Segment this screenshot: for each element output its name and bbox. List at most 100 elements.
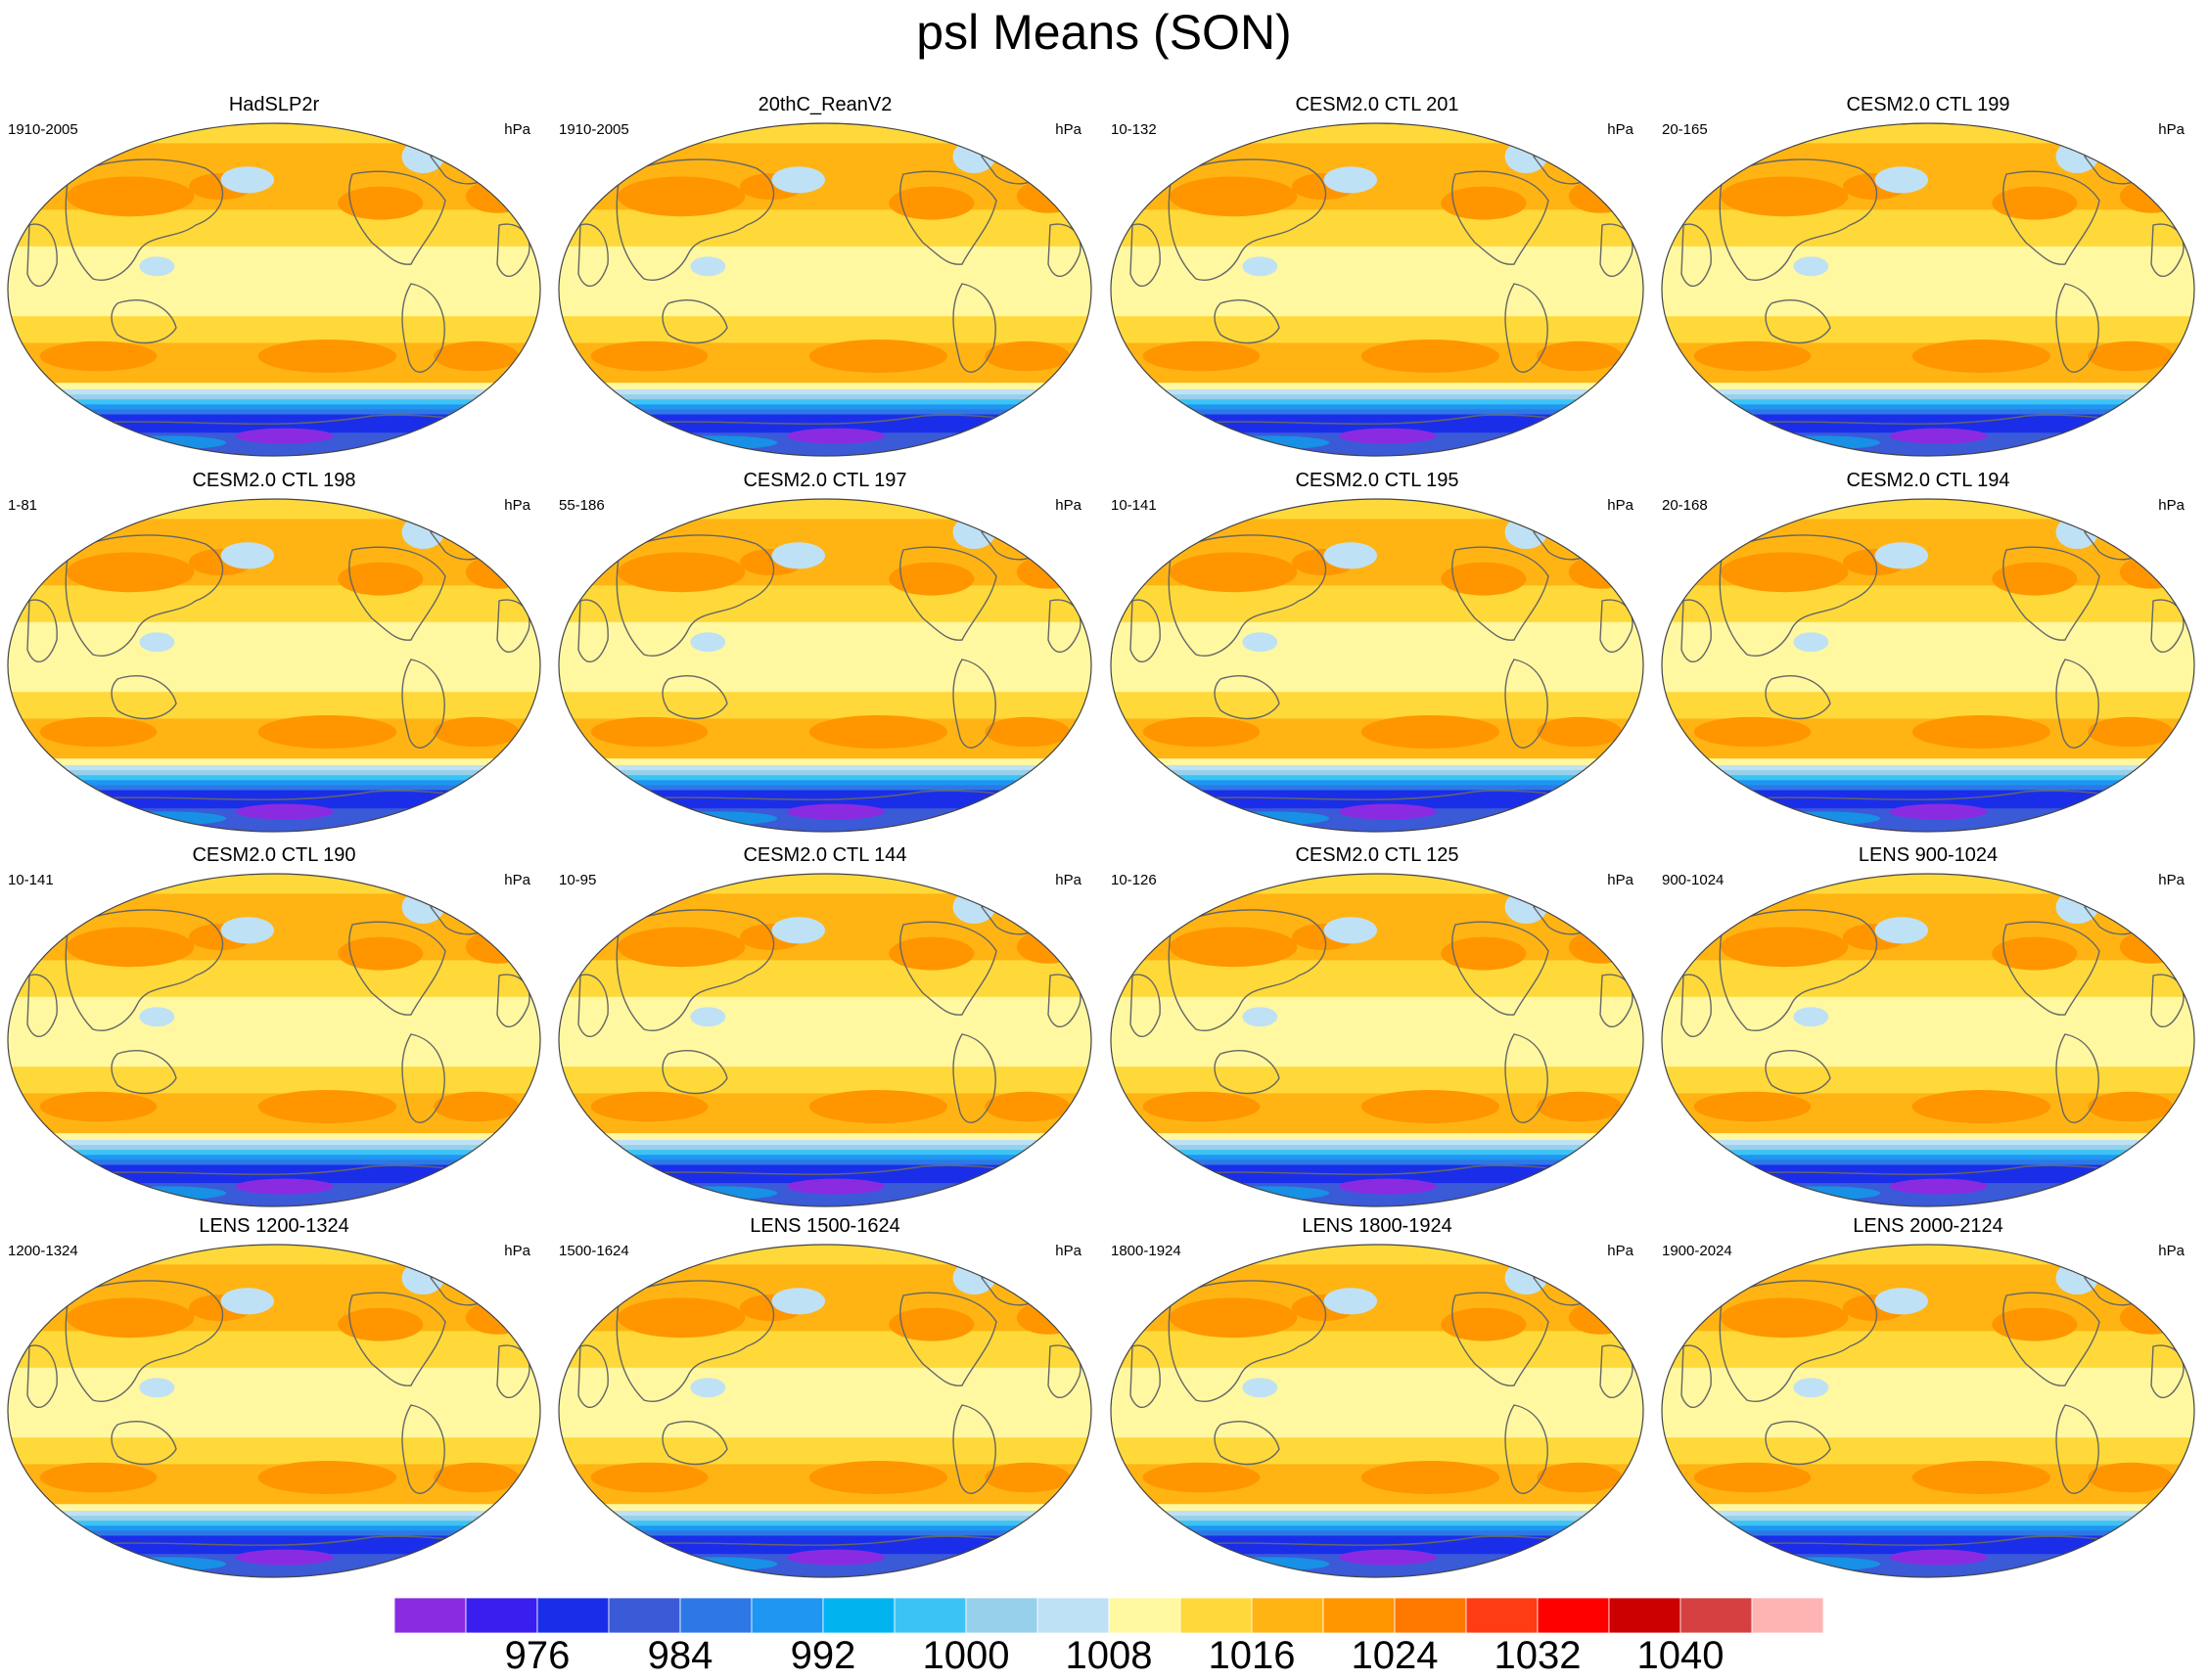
panel-units: hPa — [1607, 1243, 1633, 1259]
psl-map — [1661, 1244, 2195, 1578]
panel-title: CESM2.0 CTL 125 — [1295, 844, 1459, 866]
panel-years: 10-141 — [8, 872, 54, 888]
panel-title: LENS 2000-2124 — [1853, 1215, 2003, 1237]
colorbar — [394, 1598, 1823, 1633]
panel-units: hPa — [504, 1243, 530, 1259]
panel-title: CESM2.0 CTL 199 — [1846, 94, 2010, 115]
panel-title: CESM2.0 CTL 198 — [192, 470, 356, 491]
psl-map — [1661, 122, 2195, 457]
panel-title: CESM2.0 CTL 195 — [1295, 470, 1459, 491]
panel-title: CESM2.0 CTL 144 — [743, 844, 907, 866]
colorbar-tick-label: 1024 — [1351, 1634, 1439, 1677]
panel-years: 1910-2005 — [8, 121, 78, 138]
psl-map — [558, 873, 1092, 1207]
map-panel: LENS 1200-1324 1200-1324 hPa — [0, 1215, 548, 1585]
colorbar-tick-label: 1008 — [1065, 1634, 1153, 1677]
colorbar-tick-label: 1040 — [1636, 1634, 1725, 1677]
panel-years: 55-186 — [559, 497, 605, 514]
panel-years: 10-141 — [1111, 497, 1157, 514]
psl-map — [7, 873, 541, 1207]
colorbar-swatch — [536, 1598, 610, 1633]
colorbar-tick-label: 1016 — [1208, 1634, 1296, 1677]
colorbar-swatch — [751, 1598, 824, 1633]
panel-title: LENS 1200-1324 — [199, 1215, 349, 1237]
map-panel: CESM2.0 CTL 190 10-141 hPa — [0, 844, 548, 1214]
psl-map — [558, 122, 1092, 457]
panel-units: hPa — [504, 872, 530, 888]
panel-units: hPa — [2158, 872, 2185, 888]
colorbar-tick-label: 976 — [504, 1634, 571, 1677]
map-panel: LENS 900-1024 900-1024 hPa — [1654, 844, 2202, 1214]
colorbar-swatch — [1751, 1598, 1823, 1633]
map-panel: CESM2.0 CTL 195 10-141 hPa — [1103, 470, 1651, 840]
psl-map — [1661, 498, 2195, 833]
panel-units: hPa — [504, 121, 530, 138]
colorbar-tick-label: 1032 — [1494, 1634, 1582, 1677]
panel-title: LENS 1800-1924 — [1302, 1215, 1452, 1237]
map-panel: CESM2.0 CTL 201 10-132 hPa — [1103, 94, 1651, 464]
panel-years: 20-165 — [1662, 121, 1708, 138]
colorbar-swatch — [1036, 1598, 1110, 1633]
colorbar-tick-label: 992 — [790, 1634, 856, 1677]
panel-years: 1-81 — [8, 497, 38, 514]
panel-units: hPa — [1607, 497, 1633, 514]
panel-years: 900-1024 — [1662, 872, 1725, 888]
map-panel: LENS 1800-1924 1800-1924 hPa — [1103, 1215, 1651, 1585]
colorbar-tick-label: 984 — [647, 1634, 713, 1677]
colorbar-swatch — [894, 1598, 967, 1633]
map-panel: LENS 2000-2124 1900-2024 hPa — [1654, 1215, 2202, 1585]
panel-years: 1500-1624 — [559, 1243, 629, 1259]
panel-title: CESM2.0 CTL 201 — [1295, 94, 1459, 115]
colorbar-swatch — [1608, 1598, 1681, 1633]
colorbar-swatch — [608, 1598, 681, 1633]
panel-years: 20-168 — [1662, 497, 1708, 514]
colorbar-swatch — [1108, 1598, 1181, 1633]
colorbar-swatch — [679, 1598, 753, 1633]
psl-map — [7, 122, 541, 457]
panel-title: LENS 1500-1624 — [750, 1215, 900, 1237]
psl-map — [1110, 873, 1644, 1207]
panel-title: CESM2.0 CTL 190 — [192, 844, 356, 866]
panel-units: hPa — [1055, 497, 1081, 514]
panel-years: 1800-1924 — [1111, 1243, 1181, 1259]
psl-map — [1661, 873, 2195, 1207]
colorbar-swatch — [822, 1598, 896, 1633]
panel-years: 1200-1324 — [8, 1243, 78, 1259]
colorbar-swatch — [965, 1598, 1038, 1633]
psl-map — [1110, 122, 1644, 457]
psl-map — [558, 498, 1092, 833]
colorbar-swatch — [1179, 1598, 1253, 1633]
map-panel: CESM2.0 CTL 199 20-165 hPa — [1654, 94, 2202, 464]
colorbar-swatch — [1465, 1598, 1539, 1633]
map-panel: CESM2.0 CTL 194 20-168 hPa — [1654, 470, 2202, 840]
panel-units: hPa — [1607, 872, 1633, 888]
map-panel: 20thC_ReanV2 1910-2005 hPa — [551, 94, 1099, 464]
panel-years: 1910-2005 — [559, 121, 629, 138]
panel-years: 10-95 — [559, 872, 597, 888]
panel-title: LENS 900-1024 — [1858, 844, 1999, 866]
panel-units: hPa — [1055, 872, 1081, 888]
colorbar-swatch — [1537, 1598, 1610, 1633]
panel-units: hPa — [2158, 497, 2185, 514]
map-panel: LENS 1500-1624 1500-1624 hPa — [551, 1215, 1099, 1585]
map-panel: CESM2.0 CTL 125 10-126 hPa — [1103, 844, 1651, 1214]
map-panel: HadSLP2r 1910-2005 hPa — [0, 94, 548, 464]
colorbar-tick-label: 1000 — [922, 1634, 1010, 1677]
panel-years: 10-132 — [1111, 121, 1157, 138]
panel-units: hPa — [1055, 1243, 1081, 1259]
colorbar-swatch — [394, 1598, 467, 1633]
colorbar-swatch — [465, 1598, 538, 1633]
panel-title: HadSLP2r — [228, 94, 320, 115]
panel-years: 10-126 — [1111, 872, 1157, 888]
psl-map — [1110, 498, 1644, 833]
colorbar-swatch — [1322, 1598, 1396, 1633]
psl-map — [1110, 1244, 1644, 1578]
panel-title: CESM2.0 CTL 197 — [743, 470, 907, 491]
panel-units: hPa — [1055, 121, 1081, 138]
panel-units: hPa — [2158, 121, 2185, 138]
psl-map — [7, 1244, 541, 1578]
map-panel: CESM2.0 CTL 198 1-81 hPa — [0, 470, 548, 840]
panel-title: 20thC_ReanV2 — [758, 94, 893, 115]
colorbar-swatch — [1251, 1598, 1324, 1633]
panel-units: hPa — [504, 497, 530, 514]
